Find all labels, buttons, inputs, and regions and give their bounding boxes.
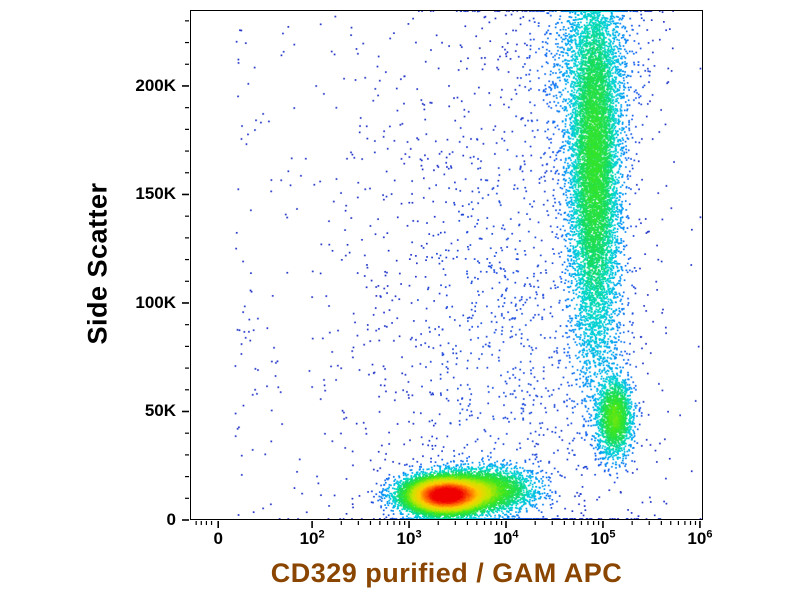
y-tick-label: 50K [144,401,176,421]
y-tick-label: 100K [135,292,176,312]
x-tick-label: 102 [299,528,325,548]
plot-area [190,10,703,520]
density-dot-canvas [191,11,702,519]
x-tick-label: 105 [590,528,616,548]
y-tick-label: 150K [135,184,176,204]
x-tick-label: 103 [396,528,422,548]
y-tick-label: 200K [135,75,176,95]
x-axis-title: CD329 purified / GAM APC [270,558,623,588]
x-tick-label: 104 [493,528,519,548]
y-tick-label: 0 [166,510,176,529]
x-tick-label: 106 [687,528,713,548]
y-axis-title: Side Scatter [82,182,113,345]
x-tick-label: 0 [213,529,223,548]
